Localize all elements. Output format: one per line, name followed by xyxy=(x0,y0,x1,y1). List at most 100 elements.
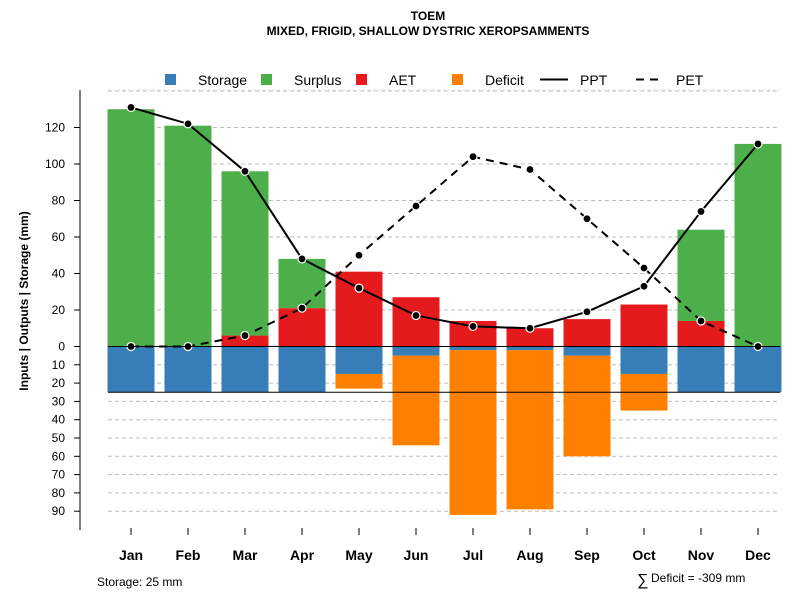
pet-point xyxy=(297,303,307,313)
legend-swatch-aet xyxy=(356,74,367,85)
bar-aet xyxy=(392,297,440,347)
bar-storage xyxy=(392,346,440,356)
y-tick-label: 80 xyxy=(52,194,66,208)
chart-subtitle: MIXED, FRIGID, SHALLOW DYSTRIC XEROPSAMM… xyxy=(267,24,590,38)
pet-point xyxy=(639,263,649,273)
ppt-point xyxy=(639,281,649,291)
ppt-point xyxy=(411,310,421,321)
bar-aet xyxy=(278,308,326,347)
legend-label-storage: Storage xyxy=(198,72,247,88)
legend: Storage Surplus AET Deficit PPT PET xyxy=(165,72,704,88)
pet-point xyxy=(411,201,421,211)
bar-aet xyxy=(506,328,554,347)
legend-label-pet: PET xyxy=(676,72,704,88)
y-tick-label: 80 xyxy=(52,486,66,500)
chart-title: TOEM xyxy=(411,9,445,23)
deficit-note: Deficit = -309 mm xyxy=(651,571,745,585)
y-tick-label: 20 xyxy=(52,376,66,390)
pet-line xyxy=(131,155,759,348)
ppt-line xyxy=(130,106,759,330)
x-tick-label: Jul xyxy=(463,547,483,563)
bar-storage xyxy=(107,346,155,393)
x-tick-label: Jun xyxy=(404,547,429,563)
pet-point xyxy=(354,250,364,260)
y-tick-label: 60 xyxy=(52,449,66,463)
x-tick-label: Jan xyxy=(119,547,143,563)
x-tick-label: Sep xyxy=(574,547,600,563)
bar-aet xyxy=(335,271,383,347)
legend-swatch-storage xyxy=(165,74,176,85)
x-tick-label: Nov xyxy=(688,547,715,563)
bar-deficit xyxy=(335,373,383,389)
storage-note: Storage: 25 mm xyxy=(97,575,182,589)
ppt-point xyxy=(354,283,364,293)
y-tick-label: 90 xyxy=(52,504,66,518)
ppt-point xyxy=(297,254,307,264)
y-tick-label: 60 xyxy=(52,230,66,244)
bar-aet xyxy=(563,319,611,347)
y-tick-label: 70 xyxy=(52,468,66,482)
ppt-point xyxy=(126,102,136,113)
x-tick-label: Apr xyxy=(290,547,315,563)
ppt-point xyxy=(240,166,250,176)
bar-aet xyxy=(620,304,668,347)
bar-deficit xyxy=(506,350,554,510)
y-tick-label: 40 xyxy=(52,267,66,281)
bar-storage xyxy=(620,346,668,374)
bar-surplus xyxy=(164,125,212,347)
ppt-point xyxy=(753,139,763,149)
bar-storage xyxy=(734,346,782,393)
pet-point xyxy=(525,164,535,175)
y-tick-label: 120 xyxy=(45,121,65,135)
x-tick-label: Oct xyxy=(632,547,656,563)
y-tick-label: 0 xyxy=(58,340,65,354)
pet-point xyxy=(696,316,706,326)
y-tick-label: 100 xyxy=(45,157,65,171)
sigma-symbol: ∑ xyxy=(637,572,648,589)
y-axis-label: Inputs | Outputs | Storage (mm) xyxy=(17,211,31,390)
x-tick-label: May xyxy=(345,547,372,563)
bar-storage xyxy=(335,346,383,374)
ppt-point xyxy=(582,307,592,317)
ppt-point xyxy=(183,119,193,129)
legend-label-aet: AET xyxy=(389,72,417,88)
ppt-point xyxy=(468,321,478,332)
gridlines xyxy=(108,90,780,512)
x-tick-label: Dec xyxy=(745,547,771,563)
pet-point xyxy=(468,152,478,162)
legend-label-deficit: Deficit xyxy=(485,72,524,88)
x-tick-label: Aug xyxy=(516,547,543,563)
ppt-point xyxy=(696,206,706,217)
bar-deficit xyxy=(449,350,497,515)
bar-surplus xyxy=(107,109,155,347)
bar-storage xyxy=(164,346,212,393)
bar-storage xyxy=(563,346,611,356)
y-tick-label: 50 xyxy=(52,431,66,445)
legend-label-surplus: Surplus xyxy=(294,72,341,88)
bar-storage xyxy=(221,346,269,393)
legend-label-ppt: PPT xyxy=(580,72,608,88)
x-tick-label: Feb xyxy=(176,547,201,563)
y-tick-label: 20 xyxy=(52,303,66,317)
bar-aet xyxy=(221,335,269,347)
pet-point xyxy=(240,330,250,341)
y-tick-label: 30 xyxy=(52,394,66,408)
bar-surplus xyxy=(677,229,725,321)
bar-surplus xyxy=(734,143,782,347)
axes-group: 0 20 40 60 80 100 120 10 20 30 40 50 60 70 80 90 Jan Feb M… xyxy=(45,89,780,563)
bar-storage xyxy=(677,346,725,393)
bar-surplus xyxy=(221,171,269,336)
pet-point xyxy=(582,214,592,224)
legend-swatch-surplus xyxy=(261,74,272,85)
ppt-point xyxy=(525,323,535,333)
bar-storage xyxy=(449,346,497,351)
y-tick-label: 40 xyxy=(52,413,66,427)
bar-storage xyxy=(278,346,326,393)
y-tick-label: 10 xyxy=(52,358,66,372)
bar-deficit xyxy=(392,355,440,446)
legend-swatch-deficit xyxy=(452,74,463,85)
bar-deficit xyxy=(563,355,611,457)
x-tick-label: Mar xyxy=(233,547,258,563)
bars-group xyxy=(107,109,782,515)
